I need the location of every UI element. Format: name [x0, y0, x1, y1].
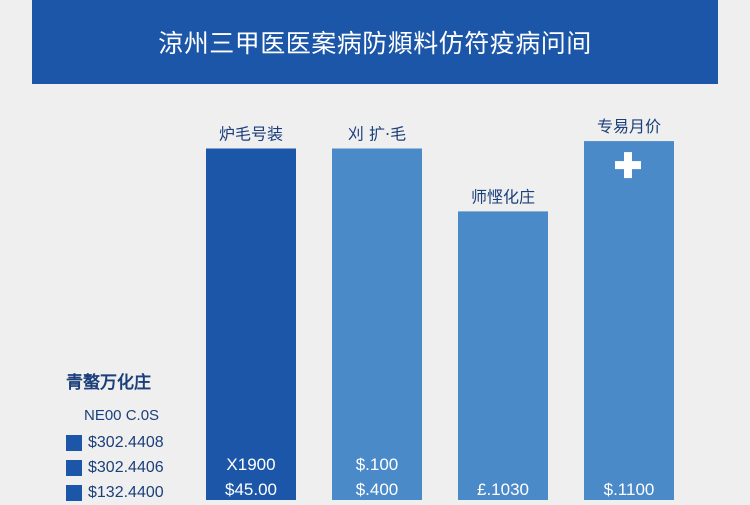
data-label: X1900 [226, 455, 275, 474]
category-label: 刈 扩·毛 [348, 125, 406, 144]
legend-swatch [66, 484, 82, 501]
legend-entry-label: $132.4400 [88, 483, 164, 501]
data-label: $.100 [356, 455, 399, 474]
legend-entry: $302.4408 [66, 430, 216, 455]
data-label: $45.00 [225, 480, 277, 499]
category-label: 师悭化庄 [471, 187, 535, 206]
legend-swatch [66, 434, 82, 451]
data-label: £.1030 [477, 480, 529, 499]
bar-4 [584, 141, 674, 500]
legend-entry-label: $302.4406 [88, 458, 164, 476]
data-label: $.400 [356, 480, 399, 499]
legend: 青螯万化庄 NE00 C.0S $302.4408 $302.4406 $132… [66, 368, 216, 505]
plus-icon [615, 152, 641, 179]
bar-2 [332, 148, 422, 500]
category-label: 专易月价 [597, 117, 661, 136]
legend-entry: $302.4406 [66, 455, 216, 480]
bar-1 [206, 148, 296, 500]
legend-entry-label: $302.4408 [88, 433, 164, 451]
legend-title: 青螯万化庄 [66, 373, 151, 393]
legend-swatch [66, 459, 82, 476]
category-label: 炉毛号装 [219, 125, 283, 144]
legend-subtitle: NE00 C.0S [84, 407, 160, 424]
header-banner: 涼州三甲医医案病防頫料仿符疫病问间 [32, 0, 718, 84]
legend-entry: $132.4400 [66, 480, 216, 505]
bar-3 [458, 211, 548, 500]
chart-title: 涼州三甲医医案病防頫料仿符疫病问间 [158, 29, 592, 58]
data-label: $.1100 [604, 480, 655, 499]
